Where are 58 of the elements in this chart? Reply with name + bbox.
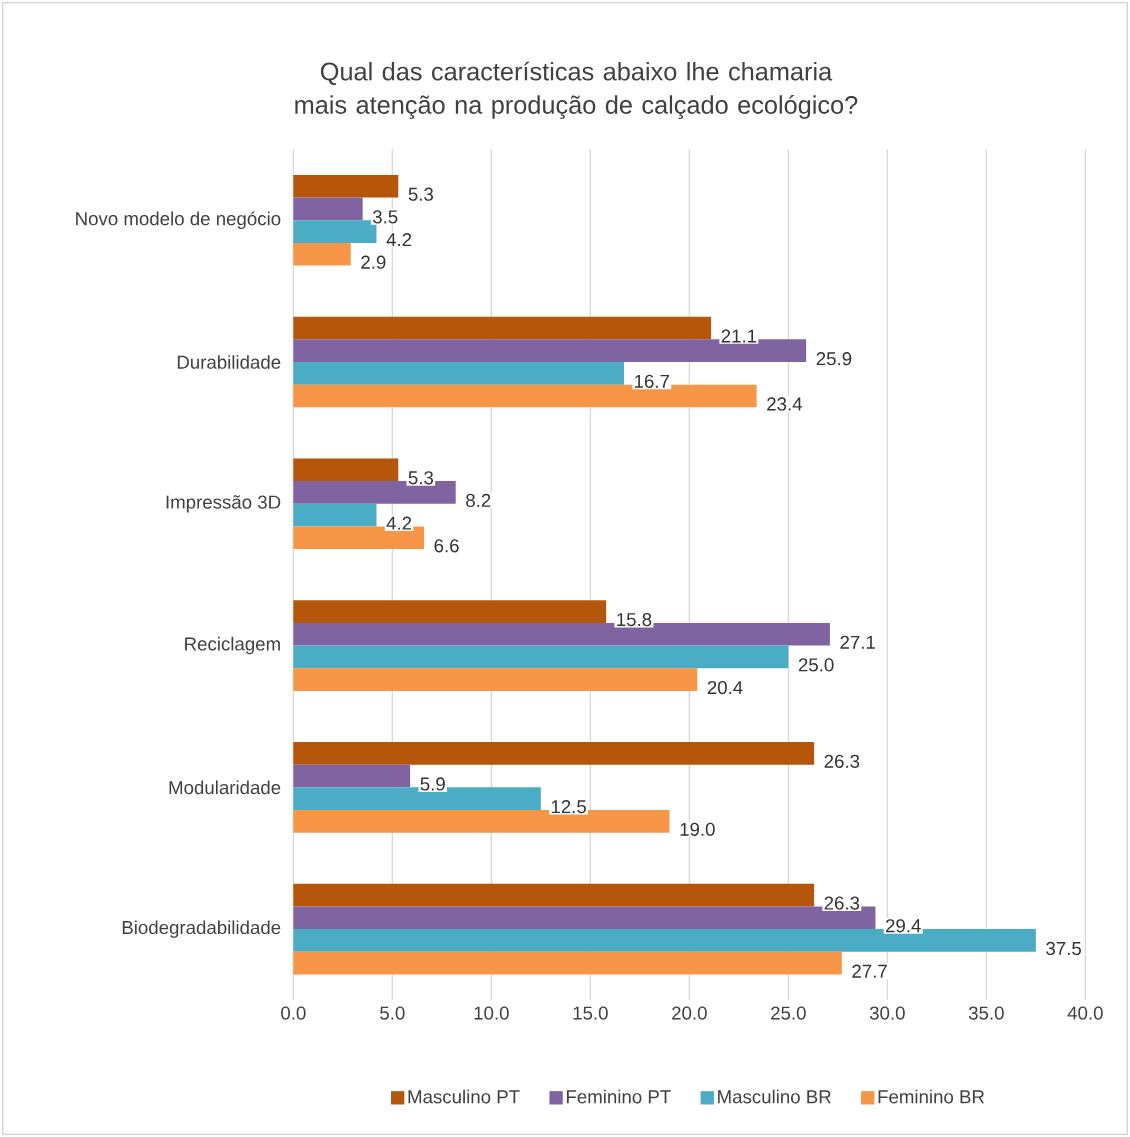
data-label: 29.4: [886, 919, 921, 933]
data-label: 25.0: [798, 658, 834, 672]
bar: [293, 645, 789, 669]
x-tick-label: 30.0: [869, 1006, 905, 1020]
chart-title: Qual das características abaixo lhe chamaria mais atenção na produção de calçado ecológico?: [295, 61, 858, 119]
x-tick-label: 15.0: [573, 1006, 608, 1020]
data-label: 6.6: [434, 539, 459, 553]
data-label: 25.9: [816, 352, 852, 366]
data-label: 12.5: [551, 800, 586, 814]
data-label: 19.0: [680, 822, 715, 836]
y-tick-label: Modularidade: [169, 780, 281, 795]
data-label: 5.3: [408, 187, 433, 201]
x-tick-label: 25.0: [771, 1006, 806, 1020]
bar: [293, 242, 351, 266]
data-label: 8.2: [466, 493, 491, 508]
legend-label: Masculino BR: [718, 1089, 831, 1104]
y-tick-label: Durabilidade: [177, 355, 281, 369]
x-tick-label: 0.0: [281, 1006, 306, 1020]
data-label: 16.7: [635, 374, 669, 388]
y-tick-label: Impressão 3D: [166, 495, 281, 513]
data-label: 4.2: [386, 233, 412, 247]
data-label: 2.9: [361, 255, 386, 269]
data-label: 27.7: [852, 964, 887, 978]
data-label: 21.1: [721, 329, 757, 343]
data-label: 3.5: [372, 210, 398, 224]
bar: [293, 741, 815, 765]
data-label: 5.3: [408, 471, 433, 485]
bar: [293, 600, 607, 623]
legend-label: Feminino BR: [878, 1089, 985, 1104]
bar: [293, 361, 624, 385]
data-label: 5.9: [420, 777, 445, 791]
data-label: 20.4: [707, 680, 743, 695]
y-tick-label: Reciclagem: [185, 636, 280, 655]
data-label: 37.5: [1046, 941, 1081, 956]
y-tick-label: Novo modelo de negócio: [76, 211, 281, 230]
bar: [293, 503, 377, 527]
data-label: 15.8: [617, 612, 652, 627]
x-tick-label: 5.0: [380, 1006, 405, 1020]
bar: [293, 668, 698, 691]
y-tick-label: Biodegradabilidade: [122, 920, 281, 938]
x-tick-label: 40.0: [1067, 1006, 1103, 1020]
bar: [293, 174, 399, 198]
data-label: 4.2: [386, 516, 412, 530]
x-tick-label: 35.0: [968, 1006, 1004, 1020]
bar: [293, 883, 815, 907]
bar: [293, 951, 842, 975]
bar: [293, 458, 399, 482]
legend-label: Masculino PT: [408, 1089, 520, 1104]
data-label: 27.1: [840, 635, 875, 649]
bar: [293, 316, 712, 340]
data-label: 26.3: [824, 754, 860, 768]
data-label: 23.4: [767, 397, 803, 411]
legend-label: Feminino PT: [566, 1089, 671, 1104]
x-tick-label: 10.0: [474, 1006, 509, 1020]
bar: [293, 764, 411, 788]
x-tick-label: 20.0: [672, 1006, 707, 1020]
data-label: 26.3: [824, 896, 860, 910]
bar: [293, 197, 363, 221]
